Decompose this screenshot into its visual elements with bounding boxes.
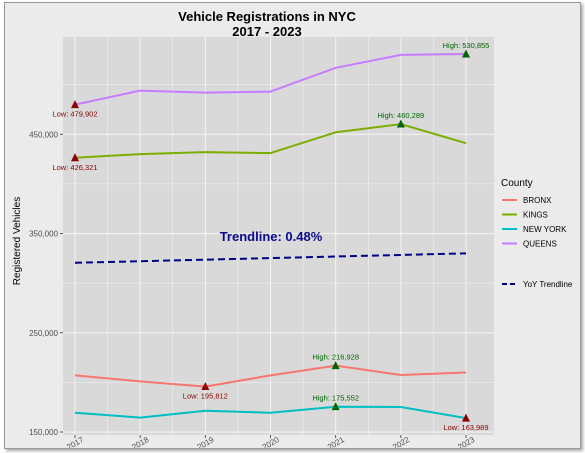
x-tick-label: 2018 xyxy=(130,435,150,448)
high-label-kings: High: 460,289 xyxy=(377,111,424,120)
high-label-queens: High: 530,855 xyxy=(443,41,490,50)
x-tick-label: 2023 xyxy=(456,435,476,448)
y-tick-label: 450,000 xyxy=(29,130,58,139)
low-label-new-york: Low: 163,989 xyxy=(443,423,488,432)
y-tick-label: 250,000 xyxy=(29,329,58,338)
low-label-queens: Low: 479,902 xyxy=(52,110,97,119)
legend-label-bronx: BRONX xyxy=(523,196,552,205)
x-tick-label: 2020 xyxy=(261,435,281,448)
chart-subtitle: 2017 - 2023 xyxy=(232,24,301,39)
chart-title: Vehicle Registrations in NYC xyxy=(178,9,356,24)
legend-title: County xyxy=(501,178,533,189)
y-tick-label: 150,000 xyxy=(29,428,58,437)
low-label-kings: Low: 426,321 xyxy=(52,163,97,172)
legend: County BRONX KINGS NEW YORK QUEENS YoY Trend… xyxy=(501,178,573,289)
legend-items: BRONX KINGS NEW YORK QUEENS YoY Trendline xyxy=(502,196,573,289)
x-tick-label: 2017 xyxy=(65,435,85,448)
y-axis-label: Registered Vehicles xyxy=(12,197,23,285)
low-label-bronx: Low: 195,812 xyxy=(183,392,228,401)
trendline-label: Trendline: 0.48% xyxy=(220,229,323,244)
x-tick-label: 2021 xyxy=(326,435,346,448)
chart-frame: Vehicle Registrations in NYC 2017 - 2023… xyxy=(4,2,581,449)
high-label-bronx: High: 216,928 xyxy=(312,353,359,362)
y-tick-label: 350,000 xyxy=(29,230,58,239)
legend-label-new-york: NEW YORK xyxy=(523,225,567,234)
legend-label-queens: QUEENS xyxy=(523,240,557,249)
high-label-new-york: High: 175,552 xyxy=(312,394,359,403)
legend-label-trendline: YoY Trendline xyxy=(523,280,573,289)
chart-svg: Vehicle Registrations in NYC 2017 - 2023… xyxy=(5,3,580,448)
x-tick-label: 2019 xyxy=(196,435,216,448)
legend-label-kings: KINGS xyxy=(523,211,548,220)
x-tick-label: 2022 xyxy=(391,435,411,448)
